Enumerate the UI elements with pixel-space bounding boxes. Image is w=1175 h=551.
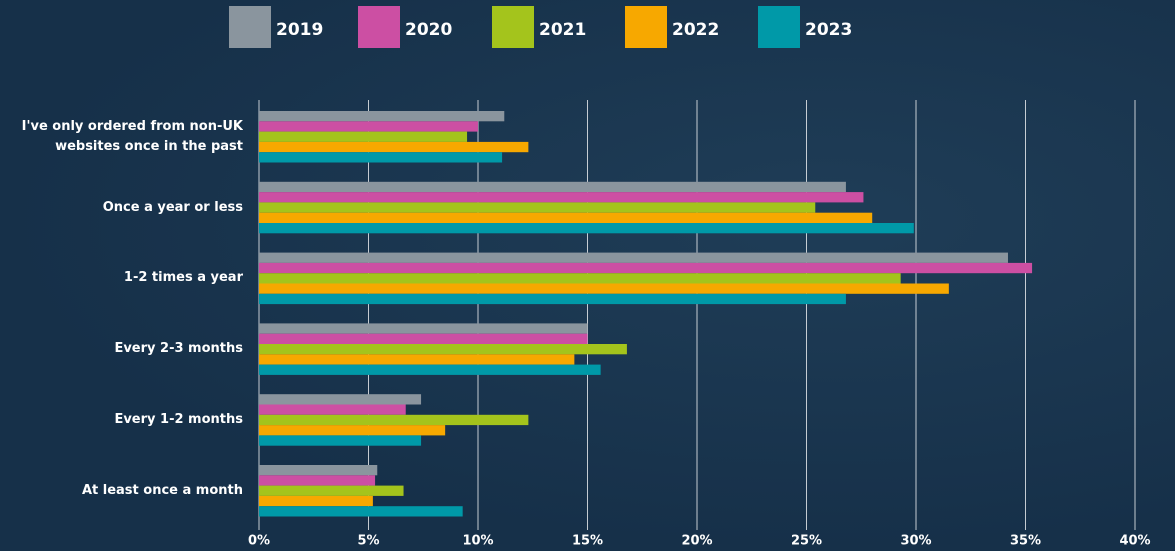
bar [259,223,914,234]
bar [259,202,816,213]
legend-swatch [625,6,667,48]
bar [259,414,529,426]
category-label-box: Once a year or less [102,199,243,215]
legend-label: 2019 [276,20,323,40]
bar [259,485,404,496]
legend-swatch [492,6,534,48]
bar [259,354,575,365]
category-label-box: I've only ordered from non-UK websites o… [21,118,243,154]
category-label-box: 1-2 times a year [123,270,243,286]
y-tick-label: At least once a month [81,482,243,498]
bar [259,475,376,486]
bar [259,404,406,415]
bar [259,344,627,355]
x-tick-label: 5% [357,534,379,549]
bar [259,293,846,305]
bar [259,465,378,476]
bar [259,262,1033,274]
legend-label: 2022 [672,20,719,40]
x-tick-label: 40% [1119,534,1150,549]
y-tick-label: I've only ordered from non-UK websites o… [21,118,243,154]
x-tick-label: 25% [791,534,822,549]
bar [259,364,601,375]
bar [259,192,864,203]
legend-swatch [758,6,800,48]
bar [259,212,873,223]
legend-swatch [358,6,400,48]
legend-swatch [229,6,271,48]
bar [259,152,503,163]
y-tick-label: Every 2-3 months [114,341,243,357]
bar [259,111,505,122]
bar [259,333,588,344]
bar [259,141,529,153]
bar [259,181,846,193]
bar [259,425,446,436]
bar [259,435,422,446]
bar [259,495,373,507]
x-tick-label: 35% [1010,534,1041,549]
x-tick-label: 15% [572,534,603,549]
y-tick-label: 1-2 times a year [123,270,243,286]
bar [259,131,468,142]
category-label-box: At least once a month [81,482,243,498]
legend-label: 2021 [539,20,586,40]
bar [259,273,901,284]
bar [259,394,422,405]
y-tick-label: Every 1-2 months [114,411,243,427]
bar [259,323,588,334]
category-label-box: Every 2-3 months [114,341,243,357]
category-label-box: Every 1-2 months [114,411,243,427]
y-tick-label: Once a year or less [102,199,243,215]
x-tick-label: 10% [462,534,493,549]
bar [259,283,949,294]
bar [259,252,1008,263]
bar [259,506,463,517]
legend-label: 2023 [805,20,852,40]
x-tick-label: 30% [900,534,931,549]
x-tick-label: 20% [681,534,712,549]
x-tick-label: 0% [248,534,270,549]
legend-label: 2020 [405,20,452,40]
bar [259,121,478,132]
